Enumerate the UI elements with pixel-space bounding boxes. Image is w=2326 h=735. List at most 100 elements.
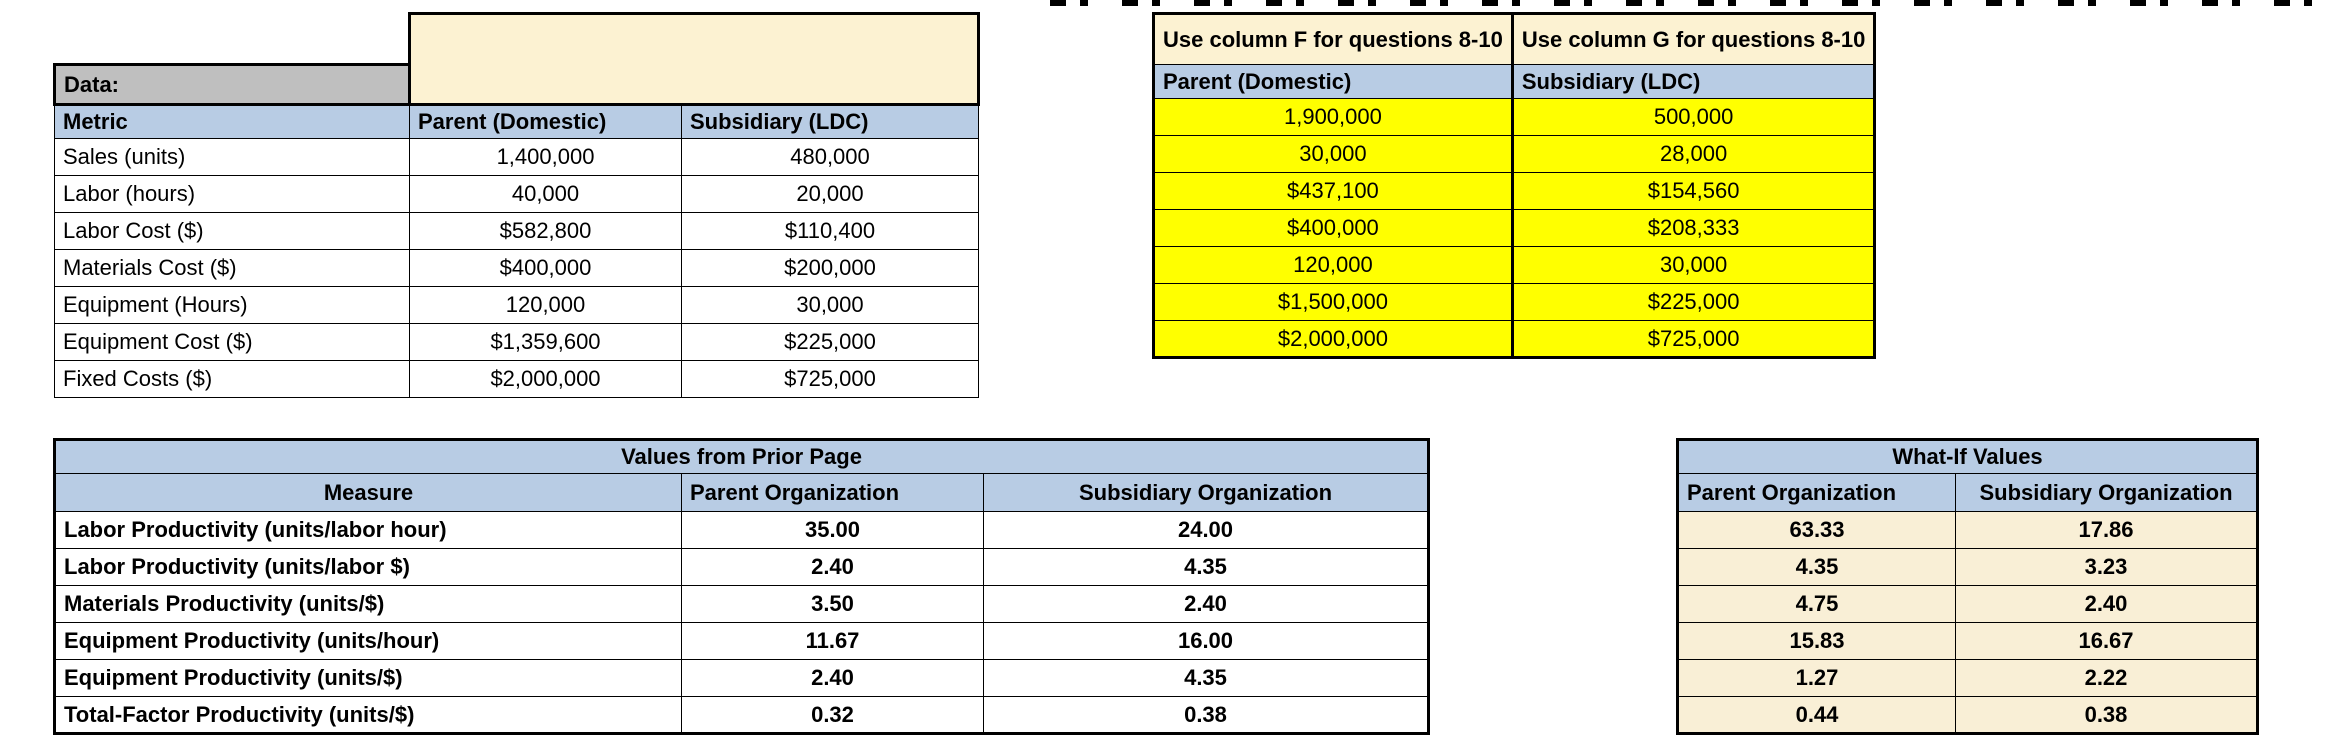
value-cell[interactable]: 4.35 [1676,548,1956,586]
input-cell[interactable]: $437,100 [1152,172,1514,210]
table-row: $2,000,000 $725,000 [1152,320,1877,359]
data-table: Data: Metric Parent (Domestic) Subsidiar… [53,12,980,398]
value-cell[interactable]: 2.40 [681,659,984,697]
value-cell[interactable]: $582,800 [409,212,682,250]
metric-label: Labor (hours) [54,175,410,213]
value-cell[interactable]: 20,000 [681,175,979,213]
input-cell[interactable]: 30,000 [1152,135,1514,173]
table-row: 63.33 17.86 [1676,511,2259,549]
value-cell[interactable]: $725,000 [681,360,979,398]
table-row: 4.75 2.40 [1676,585,2259,623]
column-header-metric: Metric [54,104,410,139]
table-title: What-If Values [1676,438,2259,474]
value-cell[interactable]: 3.23 [1955,548,2259,586]
measure-label: Labor Productivity (units/labor hour) [53,511,682,549]
table-row: 30,000 28,000 [1152,135,1877,173]
whatif-input-table: Use column F for questions 8-10 Use colu… [1152,12,1877,359]
column-header-subsidiary-org: Subsidiary Organization [1955,473,2259,512]
table-row: 0.44 0.38 [1676,696,2259,735]
value-cell[interactable]: 16.67 [1955,622,2259,660]
input-cell[interactable]: $2,000,000 [1152,320,1514,359]
metric-label: Materials Cost ($) [54,249,410,287]
column-header-parent: Parent (Domestic) [409,104,682,139]
input-cell[interactable]: $725,000 [1511,320,1877,359]
value-cell[interactable]: $225,000 [681,323,979,361]
measure-label: Total-Factor Productivity (units/$) [53,696,682,735]
title-row: What-If Values [1676,438,2259,474]
input-cell[interactable]: 30,000 [1511,246,1877,284]
table-row: Materials Productivity (units/$) 3.50 2.… [53,585,1430,623]
value-cell[interactable]: 1.27 [1676,659,1956,697]
value-cell[interactable]: $1,359,600 [409,323,682,361]
table-row: Fixed Costs ($) $2,000,000 $725,000 [54,360,979,398]
value-cell[interactable]: 16.00 [983,622,1430,660]
spacer-row [54,12,980,106]
input-cell[interactable]: 120,000 [1152,246,1514,284]
value-cell[interactable]: $400,000 [409,249,682,287]
table-row: $400,000 $208,333 [1152,209,1877,247]
value-cell[interactable]: 0.38 [983,696,1430,735]
value-cell[interactable]: 2.40 [983,585,1430,623]
value-cell[interactable]: $2,000,000 [409,360,682,398]
value-cell[interactable]: 2.22 [1955,659,2259,697]
table-row: Labor (hours) 40,000 20,000 [54,175,979,213]
header-row: Parent Organization Subsidiary Organizat… [1676,473,2259,512]
input-cell[interactable]: 1,900,000 [1152,98,1514,136]
value-cell[interactable]: 0.44 [1676,696,1956,735]
value-cell[interactable]: $200,000 [681,249,979,287]
input-cell[interactable]: $400,000 [1152,209,1514,247]
value-cell[interactable]: 4.75 [1676,585,1956,623]
value-cell[interactable]: 2.40 [681,548,984,586]
table-row: Labor Productivity (units/labor $) 2.40 … [53,548,1430,586]
prior-values-table: Values from Prior Page Measure Parent Or… [53,438,1430,735]
column-header-parent-org: Parent Organization [681,473,984,512]
measure-label: Labor Productivity (units/labor $) [53,548,682,586]
value-cell[interactable]: 2.40 [1955,585,2259,623]
input-cell[interactable]: 500,000 [1511,98,1877,136]
column-header-measure: Measure [53,473,682,512]
header-row: Measure Parent Organization Subsidiary O… [53,473,1430,512]
table-row: Materials Cost ($) $400,000 $200,000 [54,249,979,287]
value-cell[interactable]: 40,000 [409,175,682,213]
whatif-values-table: What-If Values Parent Organization Subsi… [1676,438,2259,735]
value-cell[interactable]: 17.86 [1955,511,2259,549]
input-cell[interactable]: $225,000 [1511,283,1877,321]
table-row: Equipment Productivity (units/hour) 11.6… [53,622,1430,660]
metric-label: Equipment Cost ($) [54,323,410,361]
table-row: $1,500,000 $225,000 [1152,283,1877,321]
value-cell[interactable]: $110,400 [681,212,979,250]
table-row: 1,900,000 500,000 [1152,98,1877,136]
value-cell[interactable]: 480,000 [681,138,979,176]
value-cell[interactable]: 0.38 [1955,696,2259,735]
value-cell[interactable]: 4.35 [983,659,1430,697]
value-cell[interactable]: 63.33 [1676,511,1956,549]
table-row: $437,100 $154,560 [1152,172,1877,210]
input-cell[interactable]: $1,500,000 [1152,283,1514,321]
value-cell[interactable]: 0.32 [681,696,984,735]
value-cell[interactable]: 35.00 [681,511,984,549]
input-cell[interactable]: $208,333 [1511,209,1877,247]
input-cell[interactable]: 28,000 [1511,135,1877,173]
value-cell[interactable]: 11.67 [681,622,984,660]
input-cell[interactable]: $154,560 [1511,172,1877,210]
value-cell[interactable]: 1,400,000 [409,138,682,176]
value-cell[interactable]: 3.50 [681,585,984,623]
table-row: Labor Productivity (units/labor hour) 35… [53,511,1430,549]
table-row: Equipment Productivity (units/$) 2.40 4.… [53,659,1430,697]
note-column-g: Use column G for questions 8-10 [1511,12,1877,65]
table-row: 1.27 2.22 [1676,659,2259,697]
column-header-subsidiary-org: Subsidiary Organization [983,473,1430,512]
value-cell[interactable]: 120,000 [409,286,682,324]
value-cell[interactable]: 30,000 [681,286,979,324]
table-row: Total-Factor Productivity (units/$) 0.32… [53,696,1430,735]
metric-label: Labor Cost ($) [54,212,410,250]
value-cell[interactable]: 24.00 [983,511,1430,549]
merged-input-cell[interactable] [408,12,980,106]
empty-cell [54,13,410,65]
data-label-row: Data: [53,63,979,106]
note-column-f: Use column F for questions 8-10 [1152,12,1514,65]
title-row: Values from Prior Page [53,438,1430,474]
metric-label: Fixed Costs ($) [54,360,410,398]
value-cell[interactable]: 15.83 [1676,622,1956,660]
value-cell[interactable]: 4.35 [983,548,1430,586]
